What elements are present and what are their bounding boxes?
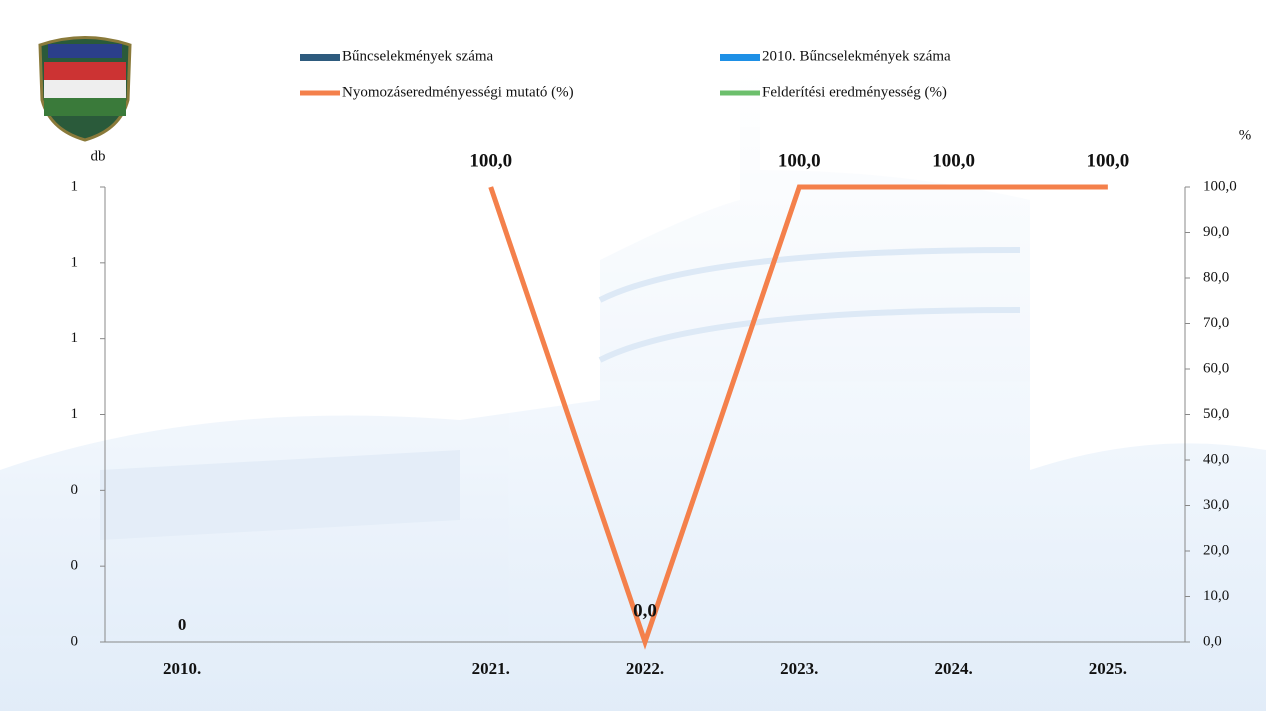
data-label: 100,0: [778, 150, 821, 171]
data-label: 0,0: [633, 600, 657, 621]
x-tick-label: 2010.: [163, 659, 201, 678]
y-tick-label: 1: [71, 178, 79, 194]
y-tick-label: 1: [71, 406, 79, 422]
y-tick-label: 0: [71, 633, 79, 649]
background-building: [0, 70, 1266, 711]
y2-tick-label: 30,0: [1203, 497, 1229, 513]
data-label: 0: [178, 615, 187, 634]
y-axis-label: db: [91, 148, 106, 164]
y2-tick-label: 40,0: [1203, 451, 1229, 467]
line: [488, 184, 1108, 650]
legend-swatch: [300, 54, 340, 61]
data-label: 100,0: [932, 150, 975, 171]
x-tick-label: 2021.: [472, 659, 510, 678]
y-tick-label: 1: [71, 254, 79, 270]
legend-label: Bűncselekmények száma: [342, 48, 494, 64]
y2-tick-label: 80,0: [1203, 269, 1229, 285]
y-tick-label: 0: [71, 558, 79, 574]
y-tick-label: 1: [71, 330, 79, 346]
y2-tick-label: 70,0: [1203, 315, 1229, 331]
y2-tick-label: 20,0: [1203, 542, 1229, 558]
x-tick-label: 2023.: [780, 659, 818, 678]
legend-label: Nyomozáseredményességi mutató (%): [342, 84, 574, 100]
y2-tick-label: 100,0: [1203, 178, 1237, 194]
data-label: 100,0: [1086, 150, 1129, 171]
y-tick-label: 0: [71, 482, 79, 498]
x-tick-label: 2022.: [626, 659, 664, 678]
legend-swatch: [720, 54, 760, 61]
data-label: 100,0: [469, 150, 512, 171]
y2-tick-label: 60,0: [1203, 360, 1229, 376]
y2-tick-label: 10,0: [1203, 588, 1229, 604]
police-logo: [38, 36, 132, 142]
y2-tick-label: 90,0: [1203, 224, 1229, 240]
x-tick-label: 2024.: [934, 659, 972, 678]
legend: Bűncselekmények száma 2010. Bűncselekmény…: [300, 48, 951, 100]
y2-tick-label: 0,0: [1203, 633, 1222, 649]
y2-axis-label: %: [1239, 127, 1252, 143]
y2-tick-label: 50,0: [1203, 406, 1229, 422]
legend-label: 2010. Bűncselekmények száma: [762, 48, 951, 64]
legend-label: Felderítési eredményesség (%): [762, 84, 947, 100]
x-tick-label: 2025.: [1089, 659, 1127, 678]
